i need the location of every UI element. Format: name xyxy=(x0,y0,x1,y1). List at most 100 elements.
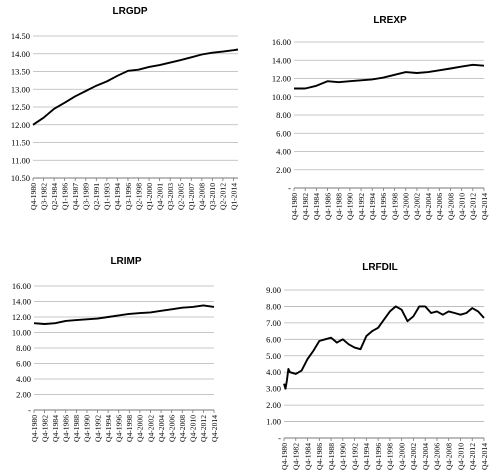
x-tick-label: Q2-2005 xyxy=(177,183,186,210)
y-tick-label: 2.00 xyxy=(276,165,291,175)
series-line xyxy=(33,304,215,325)
series-line xyxy=(283,305,485,390)
y-tick-label: 3.00 xyxy=(266,384,281,394)
x-tick-label: Q1-1993 xyxy=(103,183,112,210)
x-tick-label: Q4-1998 xyxy=(125,415,134,442)
x-tick-label: Q4-1982 xyxy=(301,193,310,220)
x-tick-label: Q3-2010 xyxy=(208,183,217,210)
y-tick-label: 12.00 xyxy=(12,312,31,322)
x-tick-label: Q4-1994 xyxy=(362,443,371,470)
y-tick-label: 10.50 xyxy=(11,173,30,183)
x-tick-label: Q4-1994 xyxy=(113,183,122,210)
x-tick-label: Q4-2008 xyxy=(445,443,454,470)
series-line xyxy=(294,63,485,90)
y-tick-label: 8.00 xyxy=(276,110,291,120)
x-tick-label: Q4-1996 xyxy=(115,415,124,442)
x-tick-label: Q1-1986 xyxy=(60,183,69,210)
x-tick-label: Q4-2001 xyxy=(155,183,164,210)
y-tick-label: 12.00 xyxy=(272,74,291,84)
y-tick-label: 16.00 xyxy=(272,37,291,47)
x-tick-label: Q4-1980 xyxy=(30,415,39,442)
y-tick-label: 14.00 xyxy=(11,49,30,59)
y-tick-label: 5.00 xyxy=(266,351,281,361)
x-tick-label: Q4-2010 xyxy=(456,443,465,470)
x-tick-label: Q4-2004 xyxy=(424,193,433,220)
y-tick-label: 8.00 xyxy=(266,301,281,311)
x-tick-label: Q4-2006 xyxy=(167,415,176,442)
chart-title: LREXP xyxy=(373,15,407,26)
y-tick-label: 13.00 xyxy=(11,84,30,94)
y-tick-label: 6.00 xyxy=(16,359,31,369)
y-tick-label: 10.00 xyxy=(272,92,291,102)
y-tick-label: 4.00 xyxy=(16,374,31,384)
x-tick-label: Q4-2012 xyxy=(199,415,208,442)
x-tick-label: Q4-2008 xyxy=(198,183,207,210)
x-tick-label: Q4-2000 xyxy=(136,415,145,442)
y-tick-label: 11.50 xyxy=(11,138,30,148)
x-tick-label: Q4-2014 xyxy=(480,443,489,470)
x-tick-label: Q4-2000 xyxy=(402,193,411,220)
x-tick-label: Q4-1980 xyxy=(290,193,299,220)
y-tick-label: - xyxy=(278,433,281,443)
y-tick-label: 2.00 xyxy=(266,400,281,410)
x-tick-label: Q4-2002 xyxy=(413,193,422,220)
x-tick-label: Q2-2012 xyxy=(219,183,228,210)
x-tick-label: Q4-1987 xyxy=(71,183,80,210)
x-tick-label: Q3-2003 xyxy=(166,183,175,210)
y-tick-label: 12.00 xyxy=(11,120,30,130)
x-tick-label: Q4-1984 xyxy=(312,193,321,220)
x-tick-label: Q4-1980 xyxy=(29,183,38,210)
x-tick-label: Q4-2000 xyxy=(397,443,406,470)
y-tick-label: 8.00 xyxy=(16,343,31,353)
x-tick-label: Q4-2010 xyxy=(189,415,198,442)
x-tick-label: Q4-2002 xyxy=(409,443,418,470)
y-tick-label: 9.00 xyxy=(266,285,281,295)
y-tick-label: 12.50 xyxy=(11,102,30,112)
x-tick-label: Q4-1994 xyxy=(368,193,377,220)
y-tick-label: - xyxy=(288,183,291,193)
y-tick-label: 11.00 xyxy=(11,155,30,165)
x-tick-label: Q4-1998 xyxy=(390,193,399,220)
x-tick-label: Q4-2008 xyxy=(178,415,187,442)
x-tick-label: Q4-1986 xyxy=(62,415,71,442)
x-tick-label: Q2-1984 xyxy=(50,183,59,210)
x-tick-label: Q4-2014 xyxy=(210,415,219,442)
y-tick-label: 7.00 xyxy=(266,318,281,328)
x-tick-label: Q4-2004 xyxy=(421,443,430,470)
chart-title: LRFDIL xyxy=(362,262,398,273)
y-tick-label: 1.00 xyxy=(266,417,281,427)
series-line xyxy=(32,48,239,126)
y-tick-label: 13.50 xyxy=(11,67,30,77)
x-tick-label: Q3-1996 xyxy=(124,183,133,210)
x-tick-label: Q4-1994 xyxy=(104,415,113,442)
x-tick-label: Q4-1982 xyxy=(292,443,301,470)
x-tick-label: Q4-1988 xyxy=(327,443,336,470)
y-tick-label: 16.00 xyxy=(12,281,31,291)
x-tick-label: Q4-1998 xyxy=(386,443,395,470)
x-tick-label: Q1-2000 xyxy=(145,183,154,210)
x-tick-label: Q4-1980 xyxy=(280,443,289,470)
y-tick-label: 10.00 xyxy=(12,328,31,338)
x-tick-label: Q4-1986 xyxy=(323,193,332,220)
x-tick-label: Q4-1982 xyxy=(40,415,49,442)
y-tick-label: 4.00 xyxy=(266,367,281,377)
x-tick-label: Q4-2014 xyxy=(480,193,489,220)
x-tick-label: Q4-2004 xyxy=(157,415,166,442)
chart-title: LRGDP xyxy=(113,6,148,17)
y-tick-label: - xyxy=(28,405,31,415)
x-tick-label: Q4-2006 xyxy=(433,443,442,470)
x-tick-label: Q4-1988 xyxy=(72,415,81,442)
y-tick-label: 4.00 xyxy=(276,147,291,157)
y-tick-label: 14.00 xyxy=(12,297,31,307)
x-tick-label: Q1-2014 xyxy=(229,183,238,210)
y-tick-label: 6.00 xyxy=(276,128,291,138)
x-tick-label: Q4-1984 xyxy=(303,443,312,470)
y-tick-label: 14.50 xyxy=(11,31,30,41)
x-tick-label: Q4-1990 xyxy=(83,415,92,442)
x-tick-label: Q2-1998 xyxy=(134,183,143,210)
x-tick-label: Q4-2002 xyxy=(146,415,155,442)
x-tick-label: Q4-1992 xyxy=(93,415,102,442)
